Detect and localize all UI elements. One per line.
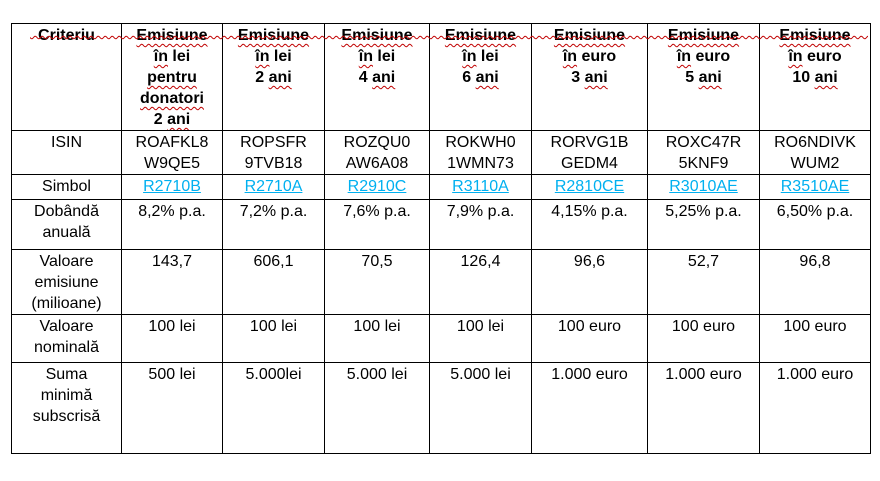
row-label-valoare-emisiune: Valoare emisiune (milioane) bbox=[11, 249, 122, 315]
header-line: 4 ani bbox=[358, 69, 396, 86]
table-row-valoare-emisiune: Valoare emisiune (milioane) 143,7 606,1 70,… bbox=[11, 249, 871, 315]
cell-simbol-col6: R3010AE bbox=[647, 174, 760, 200]
column-header-criteriu: Criteriu bbox=[11, 23, 122, 131]
cell-suma-minima-subscrisa-col3: 5.000 lei bbox=[324, 362, 430, 454]
table-row-suma-minima-subscrisa: Suma minimă subscrisă 500 lei 5.000lei 5.00… bbox=[11, 362, 871, 454]
header-line: Emisiune bbox=[341, 27, 413, 44]
cell-valoare-emisiune-col2: 606,1 bbox=[222, 249, 325, 315]
column-header-lei-donatori-2ani: Emisiune în lei pentru donatori 2 ani bbox=[121, 23, 223, 131]
column-header-lei-4ani: Emisiune în lei 4 ani bbox=[324, 23, 430, 131]
cell-valoare-emisiune-col7: 96,8 bbox=[759, 249, 871, 315]
cell-isin-col7: RO6NDIVK WUM2 bbox=[759, 130, 871, 175]
header-line: în euro bbox=[562, 48, 617, 65]
symbol-link-r3010ae[interactable]: R3010AE bbox=[669, 178, 738, 195]
cell-valoare-emisiune-col4: 126,4 bbox=[429, 249, 532, 315]
header-line: Emisiune bbox=[136, 27, 208, 44]
header-line: Emisiune bbox=[667, 27, 740, 44]
symbol-link-r2910c[interactable]: R2910C bbox=[347, 178, 407, 195]
cell-valoare-nominala-col5: 100 euro bbox=[531, 314, 648, 363]
cell-valoare-nominala-col1: 100 lei bbox=[121, 314, 223, 363]
row-label-isin: ISIN bbox=[11, 130, 122, 175]
cell-suma-minima-subscrisa-col5: 1.000 euro bbox=[531, 362, 648, 454]
header-line: în euro bbox=[676, 48, 731, 65]
cell-simbol-col3: R2910C bbox=[324, 174, 430, 200]
cell-valoare-emisiune-col6: 52,7 bbox=[647, 249, 760, 315]
header-line: Emisiune bbox=[779, 27, 851, 44]
cell-valoare-nominala-col6: 100 euro bbox=[647, 314, 760, 363]
header-line: 2 ani bbox=[255, 69, 292, 86]
cell-isin-col5: RORVG1B GEDM4 bbox=[531, 130, 648, 175]
table-row-simbol: Simbol R2710B R2710A R2910C R3110A R2810CE R30… bbox=[11, 174, 871, 200]
cell-isin-col6: ROXC47R 5KNF9 bbox=[647, 130, 760, 175]
row-label-valoare-nominala: Valoare nominală bbox=[11, 314, 122, 363]
table-row-dobanda-anuala: Dobândă anuală 8,2% p.a. 7,2% p.a. 7,6% p.a… bbox=[11, 199, 871, 250]
header-line: 5 ani bbox=[685, 69, 722, 86]
header-line: 2 ani bbox=[153, 111, 191, 128]
header-line: pentru bbox=[147, 69, 197, 86]
cell-isin-col2: ROPSFR 9TVB18 bbox=[222, 130, 325, 175]
header-line: în lei bbox=[153, 48, 191, 65]
cell-dobanda-anuala-col6: 5,25% p.a. bbox=[647, 199, 760, 250]
cell-simbol-col2: R2710A bbox=[222, 174, 325, 200]
header-line: 6 ani bbox=[462, 69, 499, 86]
column-header-euro-3ani: Emisiune în euro 3 ani bbox=[531, 23, 648, 131]
header-line: Emisiune bbox=[237, 27, 310, 44]
header-line: Emisiune bbox=[553, 27, 626, 44]
column-header-lei-6ani: Emisiune în lei 6 ani bbox=[429, 23, 532, 131]
cell-valoare-emisiune-col3: 70,5 bbox=[324, 249, 430, 315]
cell-valoare-nominala-col7: 100 euro bbox=[759, 314, 871, 363]
column-header-lei-2ani: Emisiune în lei 2 ani bbox=[222, 23, 325, 131]
cell-isin-col4: ROKWH0 1WMN73 bbox=[429, 130, 532, 175]
cell-simbol-col5: R2810CE bbox=[531, 174, 648, 200]
header-line: 10 ani bbox=[792, 69, 838, 86]
header-line: 3 ani bbox=[571, 69, 608, 86]
row-label-suma-minima-subscrisa: Suma minimă subscrisă bbox=[11, 362, 122, 454]
cell-valoare-nominala-col2: 100 lei bbox=[222, 314, 325, 363]
symbol-link-r3510ae[interactable]: R3510AE bbox=[780, 178, 850, 195]
cell-isin-col3: ROZQU0 AW6A08 bbox=[324, 130, 430, 175]
column-header-euro-10ani: Emisiune în euro 10 ani bbox=[759, 23, 871, 131]
symbol-link-r2810ce[interactable]: R2810CE bbox=[554, 178, 625, 195]
cell-suma-minima-subscrisa-col4: 5.000 lei bbox=[429, 362, 532, 454]
header-line: în lei bbox=[358, 48, 396, 65]
row-label-dobanda-anuala: Dobândă anuală bbox=[11, 199, 122, 250]
header-line: în lei bbox=[462, 48, 499, 65]
cell-dobanda-anuala-col4: 7,9% p.a. bbox=[429, 199, 532, 250]
cell-suma-minima-subscrisa-col2: 5.000lei bbox=[222, 362, 325, 454]
table-row-valoare-nominala: Valoare nominală 100 lei 100 lei 100 lei 100… bbox=[11, 314, 871, 363]
cell-suma-minima-subscrisa-col7: 1.000 euro bbox=[759, 362, 871, 454]
cell-simbol-col4: R3110A bbox=[429, 174, 532, 200]
cell-dobanda-anuala-col7: 6,50% p.a. bbox=[759, 199, 871, 250]
symbol-link-r2710a[interactable]: R2710A bbox=[244, 178, 303, 195]
header-row: Criteriu Emisiune în lei pentru donatori 2 a… bbox=[11, 23, 871, 131]
column-header-euro-5ani: Emisiune în euro 5 ani bbox=[647, 23, 760, 131]
cell-dobanda-anuala-col1: 8,2% p.a. bbox=[121, 199, 223, 250]
header-line: Emisiune bbox=[444, 27, 517, 44]
header-line: donatori bbox=[140, 90, 204, 107]
cell-valoare-nominala-col4: 100 lei bbox=[429, 314, 532, 363]
document-page: xxxxxxxxxxxxxxxxxxxxxxxxxxxxxxxxxxxxxxxx… bbox=[0, 23, 880, 481]
symbol-link-r3110a[interactable]: R3110A bbox=[452, 178, 509, 195]
cell-suma-minima-subscrisa-col6: 1.000 euro bbox=[647, 362, 760, 454]
cell-valoare-emisiune-col1: 143,7 bbox=[121, 249, 223, 315]
header-line: în lei bbox=[255, 48, 292, 65]
header-line: în euro bbox=[788, 48, 842, 65]
cell-valoare-nominala-col3: 100 lei bbox=[324, 314, 430, 363]
cell-suma-minima-subscrisa-col1: 500 lei bbox=[121, 362, 223, 454]
row-label-simbol: Simbol bbox=[11, 174, 122, 200]
symbol-link-r2710b[interactable]: R2710B bbox=[143, 178, 201, 195]
cell-dobanda-anuala-col5: 4,15% p.a. bbox=[531, 199, 648, 250]
cell-valoare-emisiune-col5: 96,6 bbox=[531, 249, 648, 315]
cell-simbol-col1: R2710B bbox=[121, 174, 223, 200]
bond-emissions-table: Criteriu Emisiune în lei pentru donatori 2 a… bbox=[11, 23, 871, 454]
cell-simbol-col7: R3510AE bbox=[759, 174, 871, 200]
table-row-isin: ISIN ROAFKL8 W9QE5 ROPSFR 9TVB18 ROZQU0 AW6… bbox=[11, 130, 871, 175]
cell-dobanda-anuala-col2: 7,2% p.a. bbox=[222, 199, 325, 250]
cell-isin-col1: ROAFKL8 W9QE5 bbox=[121, 130, 223, 175]
cell-dobanda-anuala-col3: 7,6% p.a. bbox=[324, 199, 430, 250]
